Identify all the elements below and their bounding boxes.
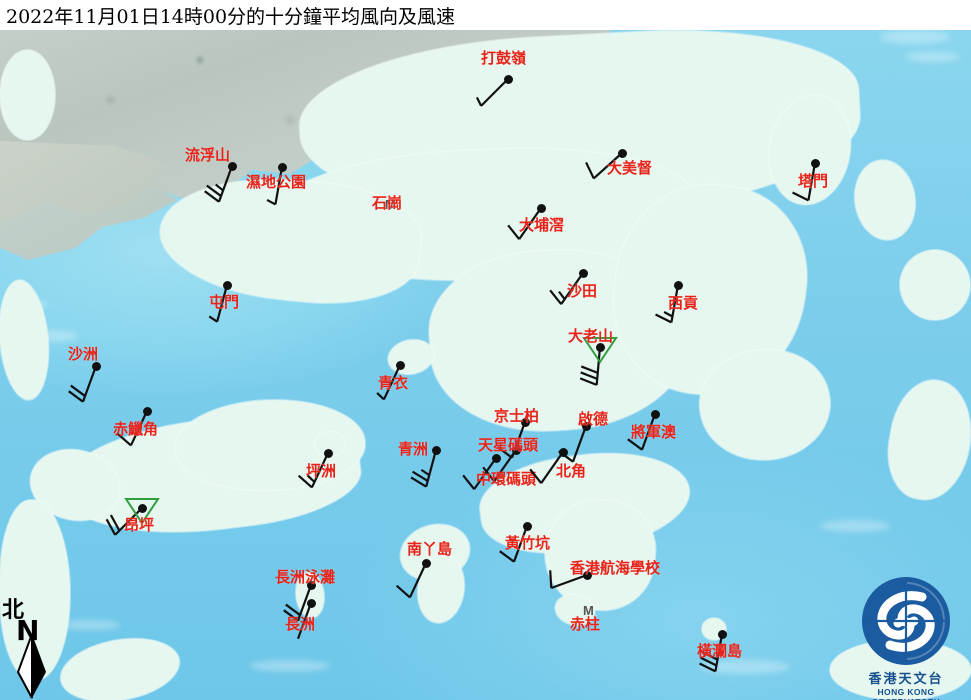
station-dot xyxy=(306,580,316,590)
station-dot xyxy=(595,342,605,352)
hko-logo-en: HONG KONG OBSERVATORY xyxy=(872,687,940,700)
station-dot xyxy=(137,503,147,513)
land-east-islet-2 xyxy=(900,250,970,320)
compass-needle-icon xyxy=(16,633,46,699)
station-dot xyxy=(421,558,431,568)
station-dot xyxy=(227,161,237,171)
wind-barb-icon xyxy=(699,633,724,673)
wind-barb-icon xyxy=(376,364,401,401)
wind-barb-icon xyxy=(68,365,98,403)
station-dot xyxy=(431,445,441,455)
wind-barb-icon xyxy=(579,337,618,386)
station-dot xyxy=(491,453,501,463)
station-dot xyxy=(277,162,287,172)
sea-texture xyxy=(250,660,330,672)
sea-texture xyxy=(700,660,790,674)
wind-barb-icon xyxy=(655,284,680,324)
station-dot xyxy=(323,448,333,458)
wind-barb-icon xyxy=(105,498,160,536)
wind-barb-icon xyxy=(529,451,564,484)
wind-barb-icon xyxy=(395,562,427,599)
page-title: 2022年11月01日14時00分的十分鐘平均風向及風速 xyxy=(6,6,456,28)
sea-texture xyxy=(60,620,120,630)
station-dot xyxy=(582,570,592,580)
station-dot xyxy=(578,268,588,278)
wind-barb-icon xyxy=(627,413,657,451)
land-west-islet xyxy=(0,50,55,140)
wind-barb-icon xyxy=(410,449,438,488)
sea-texture xyxy=(820,520,890,532)
wind-barb-icon xyxy=(507,207,542,240)
station-dot xyxy=(522,521,532,531)
station-dot xyxy=(673,280,683,290)
wind-barb-icon xyxy=(296,602,313,640)
station-dot xyxy=(503,74,513,84)
wind-barb-icon xyxy=(204,165,234,203)
missing-data-marker: M xyxy=(385,197,396,212)
sea-texture xyxy=(880,30,950,44)
station-dot xyxy=(536,203,546,213)
wind-barb-icon xyxy=(266,166,284,206)
station-dot xyxy=(520,417,530,427)
hko-logo: 香港天文台 HONG KONG OBSERVATORY xyxy=(845,575,967,700)
missing-data-marker: M xyxy=(583,603,594,618)
station-dot xyxy=(581,421,591,431)
wind-barb-icon xyxy=(462,457,497,490)
station-dot xyxy=(558,447,568,457)
hko-logo-cn: 香港天文台 xyxy=(868,672,944,687)
station-dot xyxy=(617,148,627,158)
wind-barb-icon xyxy=(549,570,588,590)
wind-barb-icon xyxy=(549,272,584,305)
compass-label-cn: 北 xyxy=(2,597,25,623)
station-dot xyxy=(717,629,727,639)
sea-texture xyxy=(905,52,960,62)
wind-barb-icon xyxy=(482,449,517,482)
station-dot xyxy=(650,409,660,419)
station-dot xyxy=(222,280,232,290)
wind-barb-icon xyxy=(792,162,817,202)
wind-barb-icon xyxy=(499,525,529,563)
strong-wind-triangle-icon xyxy=(124,498,160,525)
title-bar: 2022年11月01日14時00分的十分鐘平均風向及風速 xyxy=(0,0,971,30)
station-dot xyxy=(306,598,316,608)
station-dot xyxy=(91,361,101,371)
compass-north-arrow: 北 N xyxy=(2,592,64,699)
wind-barb-icon xyxy=(116,410,148,447)
station-dot xyxy=(810,158,820,168)
wind-barb-icon xyxy=(283,584,313,622)
hko-emblem-icon xyxy=(862,577,950,665)
station-dot xyxy=(511,445,521,455)
strong-wind-triangle-icon xyxy=(582,337,618,364)
wind-barb-icon xyxy=(297,452,329,489)
wind-barb-icon xyxy=(475,78,509,107)
station-dot xyxy=(142,406,152,416)
wind-barb-icon xyxy=(208,284,229,323)
wind-barb-icon xyxy=(585,152,623,180)
station-dot xyxy=(395,360,405,370)
